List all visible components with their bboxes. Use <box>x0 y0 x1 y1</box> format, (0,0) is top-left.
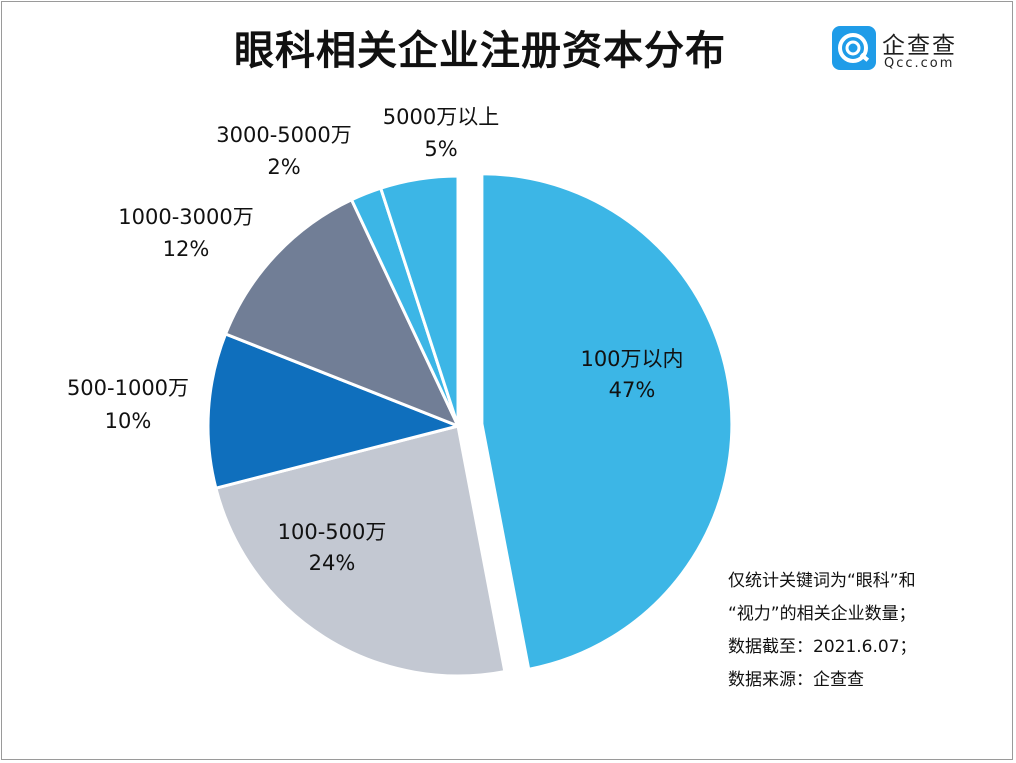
slice-pct-5: 5% <box>424 137 457 161</box>
slice-label-0: 100万以内 <box>580 347 683 371</box>
footnote: 仅统计关键词为“眼科”和 “视力”的相关企业数量； 数据截至：2021.6.07… <box>728 565 917 697</box>
footnote-line: “视力”的相关企业数量； <box>728 604 916 624</box>
slice-pct-0: 47% <box>609 378 656 402</box>
pie-slice-3 <box>224 198 460 428</box>
pie-slice-1 <box>214 424 507 678</box>
logo-domain: Qcc.com <box>884 56 955 71</box>
qcc-logo: 企查查 Qcc.com <box>832 26 982 74</box>
slice-pct-2: 10% <box>105 409 152 433</box>
slice-pct-3: 12% <box>163 237 210 261</box>
pie-slice-2 <box>206 332 460 490</box>
slice-label-2: 500-1000万 <box>67 376 189 400</box>
slice-label-5: 5000万以上 <box>383 105 499 129</box>
pie-slice-5 <box>379 174 460 428</box>
pie-slices <box>206 172 734 678</box>
logo-name: 企查查 <box>882 33 957 59</box>
footnote-line: 仅统计关键词为“眼科”和 <box>728 571 916 591</box>
slice-label-3: 1000-3000万 <box>118 205 253 229</box>
pie-slice-0 <box>480 172 734 671</box>
chart-title: 眼科相关企业注册资本分布 <box>234 28 726 74</box>
footnote-line: 数据截至：2021.6.07； <box>728 637 917 657</box>
slice-label-4: 3000-5000万 <box>216 123 351 147</box>
slice-labels: 100万以内 47% 100-500万 24% 500-1000万 10% 10… <box>67 105 684 575</box>
slice-pct-1: 24% <box>309 551 356 575</box>
slice-label-1: 100-500万 <box>278 520 387 544</box>
slice-pct-4: 2% <box>267 155 300 179</box>
footnote-line: 数据来源：企查查 <box>728 670 864 690</box>
qcc-logo-icon <box>832 26 876 70</box>
